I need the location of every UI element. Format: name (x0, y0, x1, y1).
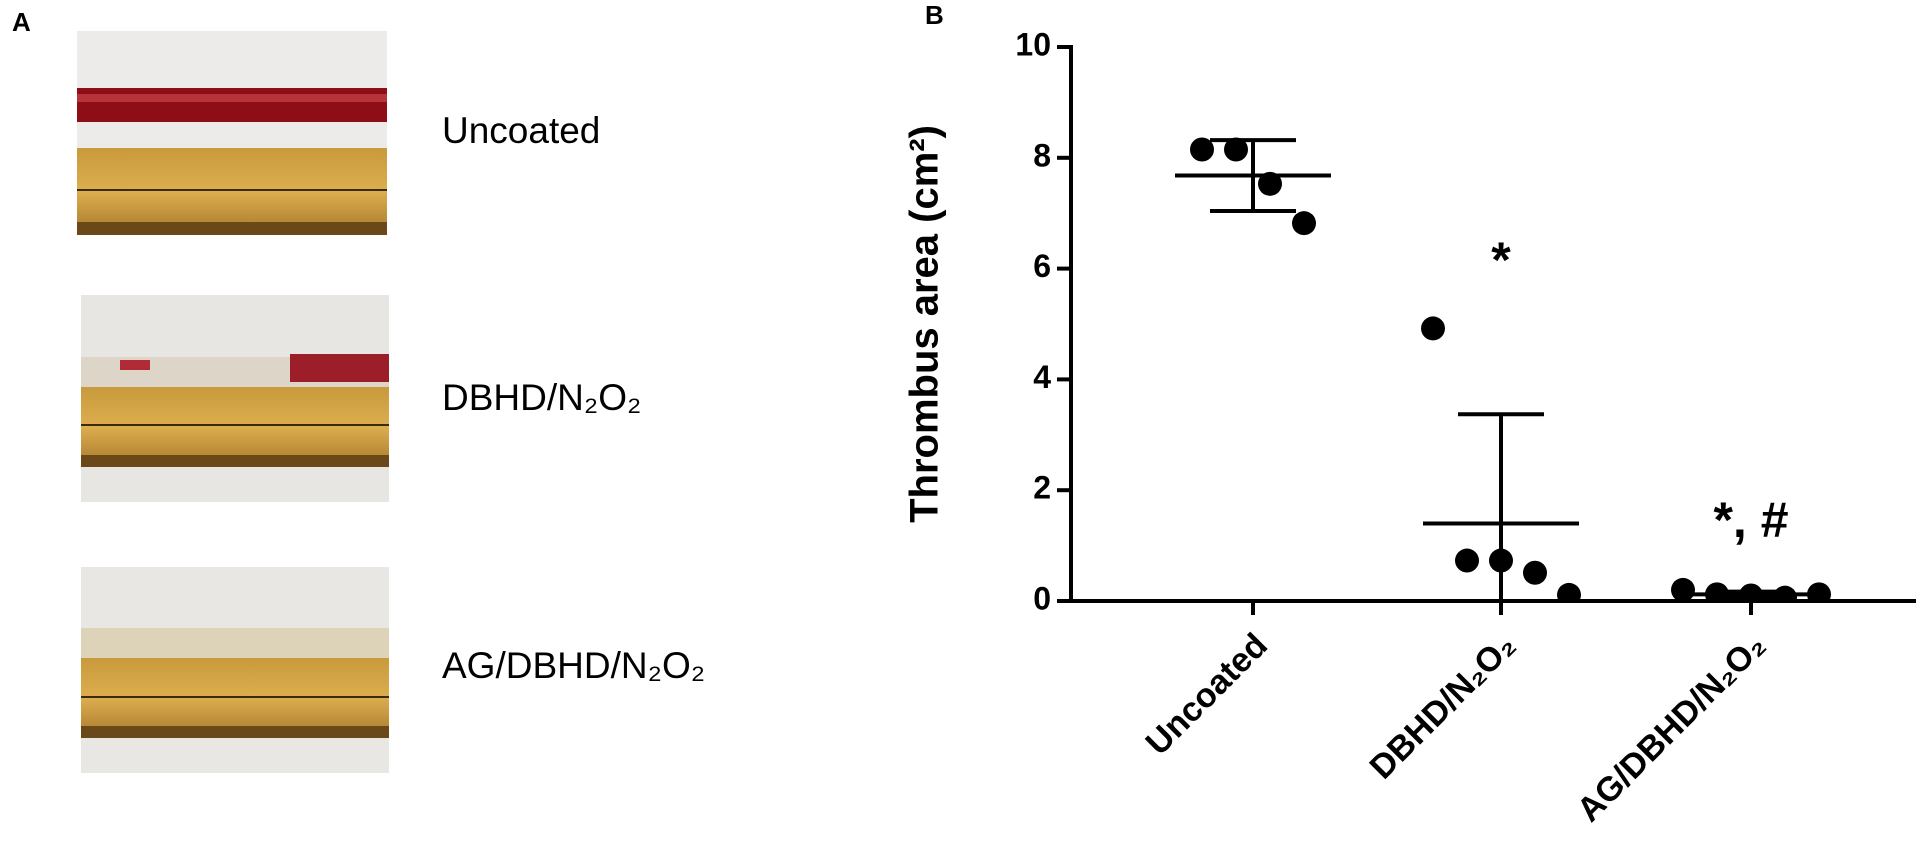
y-tick-label: 8 (1033, 137, 1051, 173)
photo-label: AG/DBHD/N₂O₂ (442, 645, 705, 686)
photo (81, 567, 389, 773)
y-tick-label: 6 (1033, 248, 1051, 284)
y-tick-label: 10 (1015, 26, 1051, 62)
panel-label: B (925, 0, 944, 30)
data-point (1190, 137, 1214, 162)
data-point (1807, 582, 1831, 602)
y-tick-label: 4 (1033, 359, 1051, 395)
data-point (1671, 577, 1695, 602)
photo-label: DBHD/N₂O₂ (442, 377, 641, 418)
panel-label: A (12, 7, 31, 37)
y-tick-label: 2 (1033, 470, 1051, 506)
plot-area (1175, 137, 1831, 602)
x-tick-label: DBHD/N₂O₂ (1363, 626, 1523, 786)
data-point (1523, 560, 1547, 585)
data-point (1557, 582, 1581, 602)
x-tick-label: AG/DBHD/N₂O₂ (1570, 626, 1773, 829)
data-point (1224, 137, 1248, 162)
photo (77, 31, 387, 235)
y-tick-label: 0 (1033, 580, 1051, 616)
data-point (1258, 171, 1282, 196)
photo-label: Uncoated (442, 110, 600, 151)
data-point (1455, 548, 1479, 573)
data-point (1421, 316, 1445, 341)
y-axis-label: Thrombus area (cm²) (903, 125, 947, 523)
annotation: * (1491, 232, 1511, 288)
x-tick-label: Uncoated (1139, 626, 1275, 762)
annotation: *, # (1713, 492, 1788, 548)
photo (81, 295, 389, 502)
data-point (1292, 211, 1316, 236)
